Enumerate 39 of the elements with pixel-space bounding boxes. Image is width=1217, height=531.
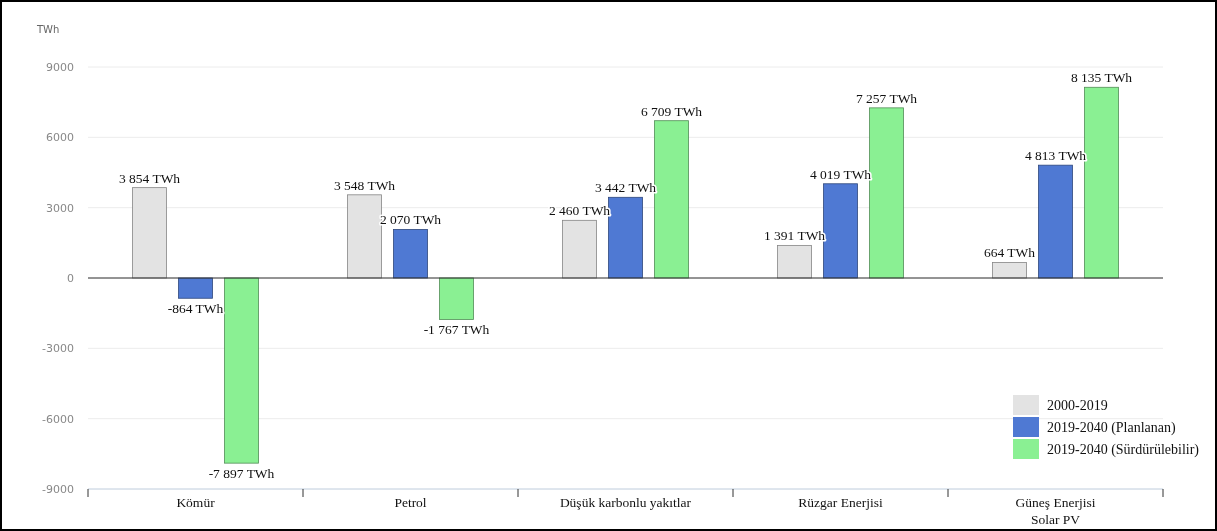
bar (777, 244, 812, 279)
bar (1038, 164, 1073, 279)
y-tick-label: 0 (67, 272, 74, 285)
bar (823, 183, 858, 279)
bar (439, 277, 474, 320)
x-tick-label: Güneş Enerjisi Solar PV (1015, 495, 1096, 527)
data-label: 3 854 TWh (118, 170, 181, 186)
data-label: 3 548 TWh (333, 177, 396, 193)
y-tick-label: -6000 (42, 412, 74, 426)
bar (393, 229, 428, 279)
data-label: 6 709 TWh (640, 103, 703, 119)
y-tick-label: 9000 (46, 61, 74, 74)
x-tick-label: Rüzgar Enerjisi (798, 495, 883, 510)
bar (869, 107, 904, 279)
bar (992, 262, 1027, 279)
y-tick-label: -9000 (42, 483, 74, 496)
legend-label: 2000-2019 (1047, 398, 1108, 413)
x-tick-label: Kömür (176, 495, 216, 510)
y-tick-label: -3000 (42, 342, 74, 356)
legend-label: 2019-2040 (Planlanan) (1047, 420, 1177, 436)
bar (608, 196, 643, 279)
y-tick-label: 3000 (46, 201, 74, 215)
x-tick-label: Düşük karbonlu yakıtlar (559, 495, 692, 510)
y-axis-title: TWh (36, 24, 60, 35)
bar (562, 219, 597, 279)
bar (654, 120, 689, 279)
x-tick-label: Petrol (394, 495, 427, 510)
bar (224, 277, 259, 464)
data-label: -1 767 TWh (423, 322, 490, 338)
data-label: 664 TWh (983, 245, 1036, 261)
data-label: 2 070 TWh (379, 212, 442, 228)
data-label: -864 TWh (167, 301, 224, 317)
data-label: -7 897 TWh (208, 466, 275, 482)
data-label: 7 257 TWh (855, 90, 918, 106)
bar (1084, 86, 1119, 279)
y-tick-label: 6000 (46, 131, 74, 145)
data-label: 8 135 TWh (1070, 70, 1133, 86)
bar (178, 277, 213, 299)
legend-label: 2019-2040 (Sürdürülebilir) (1047, 442, 1200, 458)
